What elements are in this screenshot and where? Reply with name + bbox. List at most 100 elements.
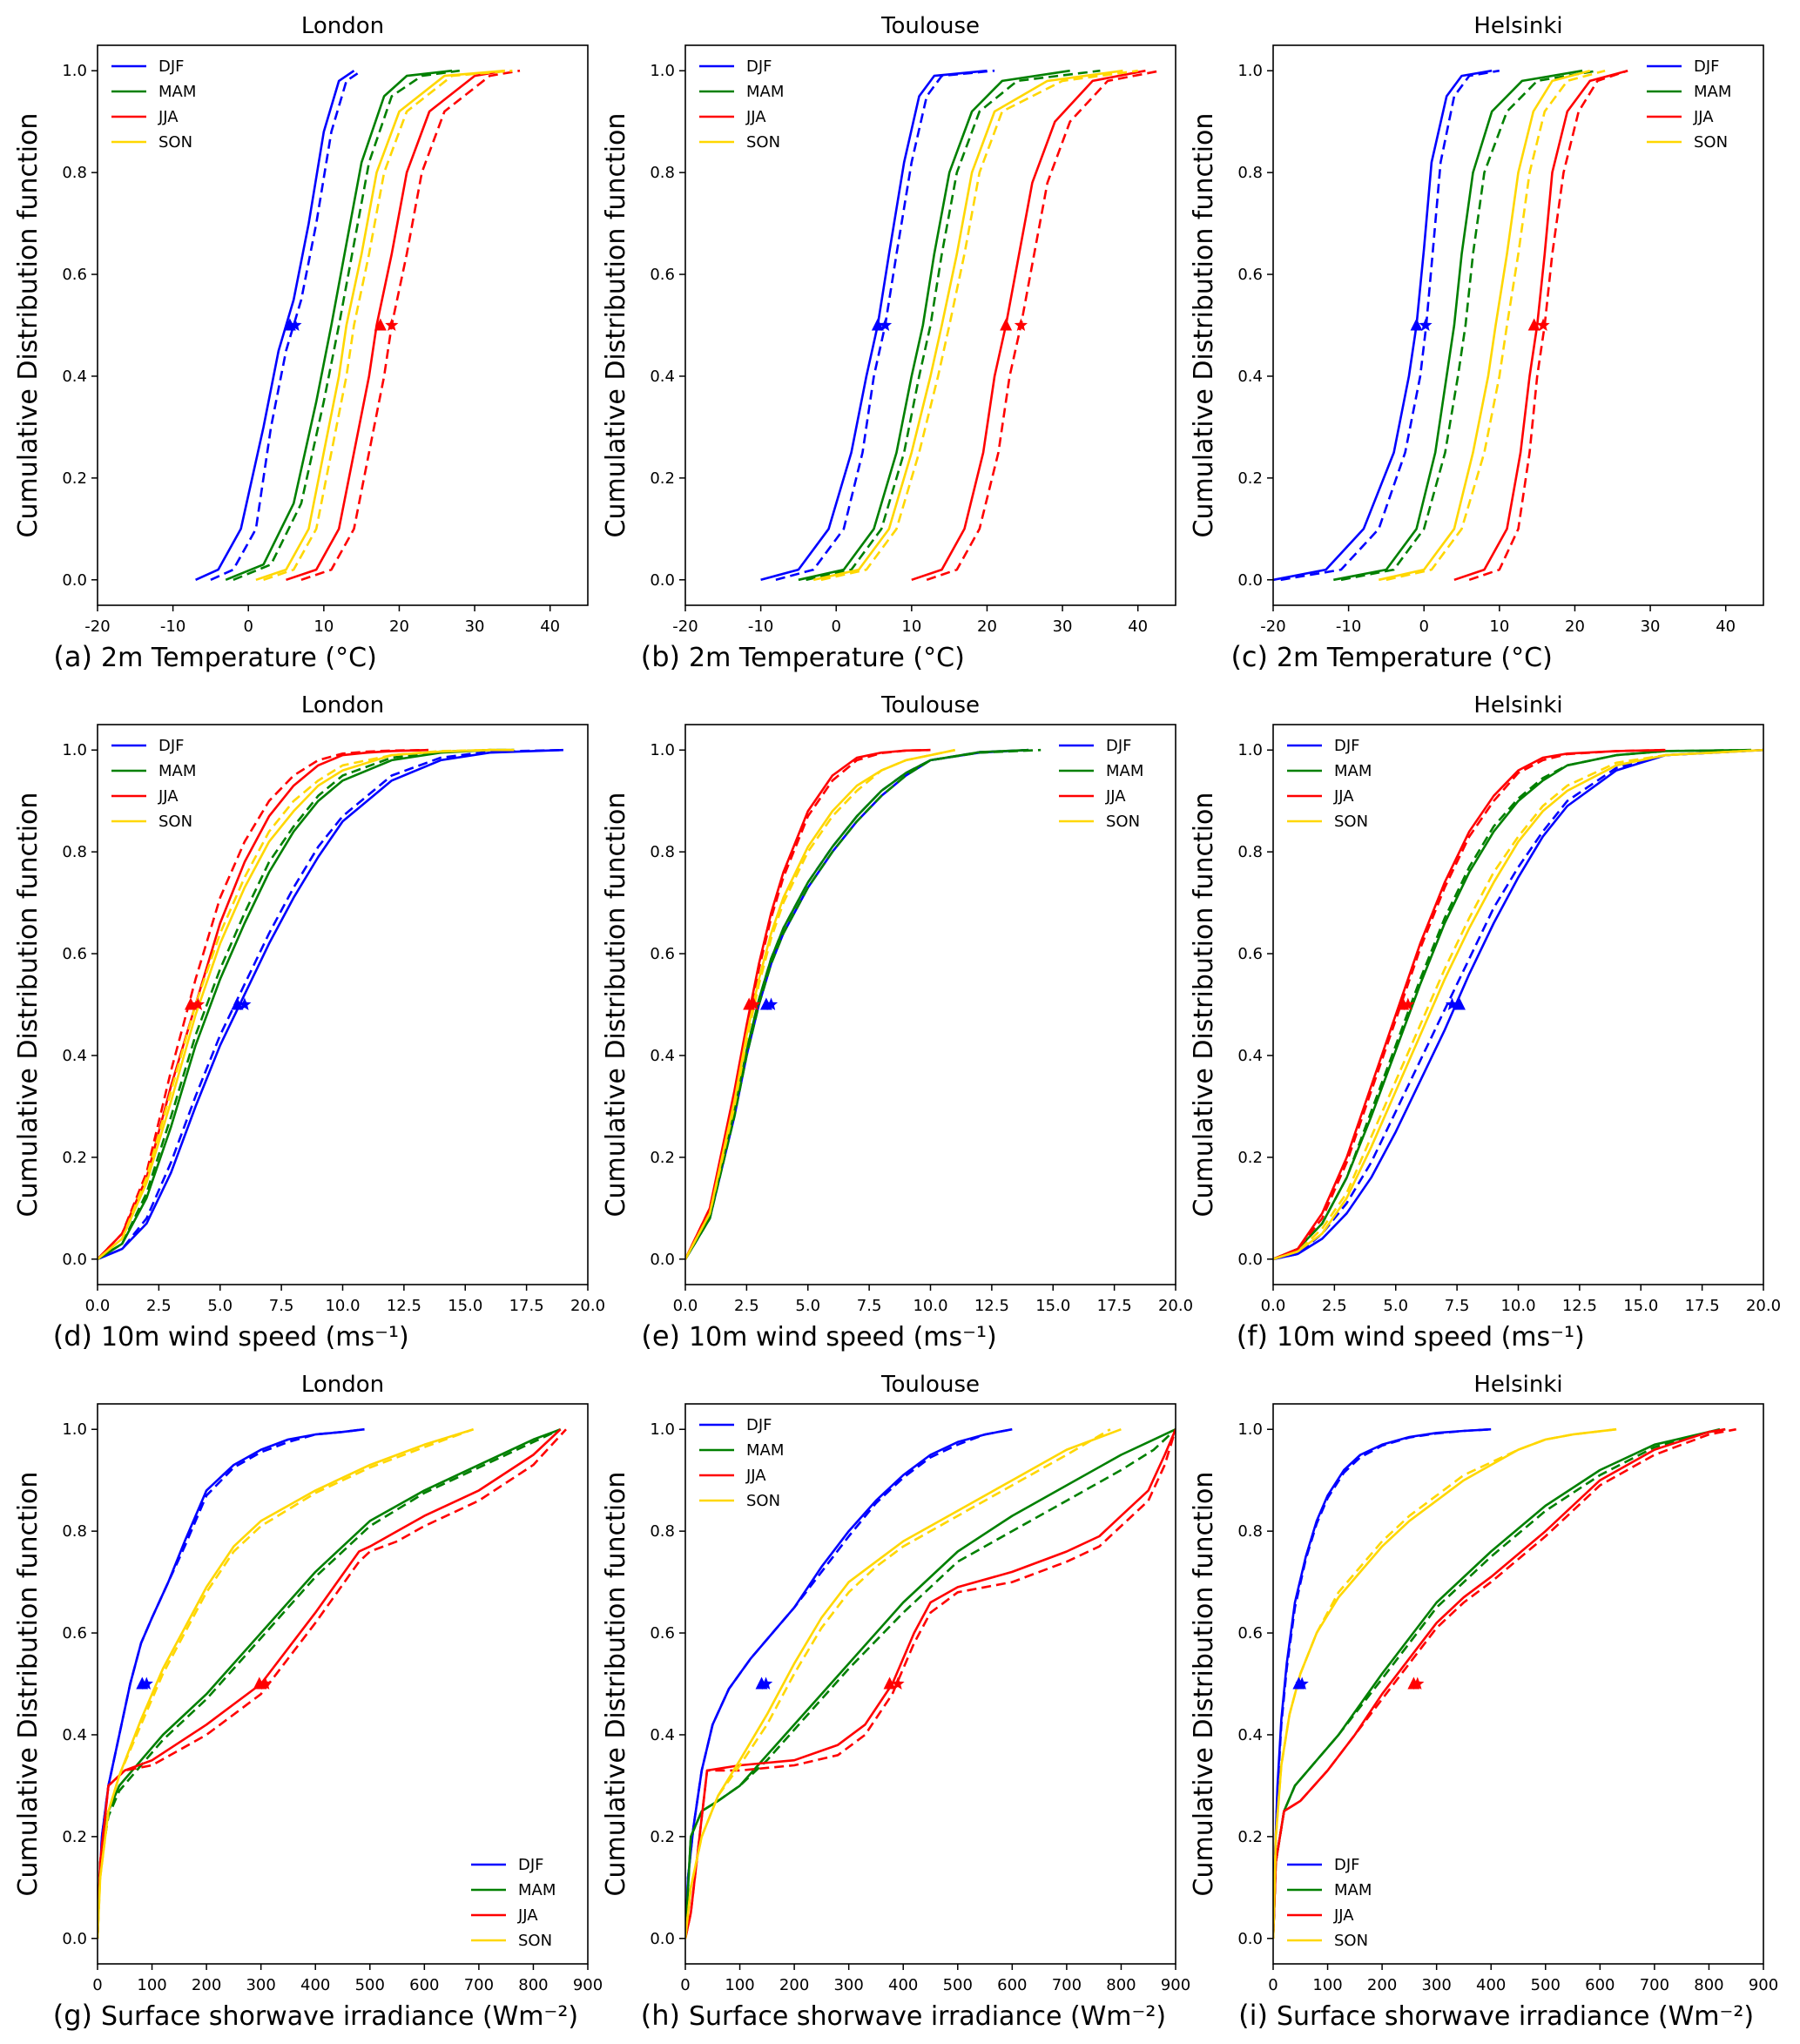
series-line-jja-dashed [1273,1427,1736,1939]
series-line-mam-dashed [685,1428,1176,1939]
x-tick-label: 7.5 [1445,1297,1470,1315]
series-line-jja-dashed [926,69,1161,582]
series-line-djf-solid [98,1427,365,1939]
panel-letter: (d) [53,1319,92,1353]
series-line-son-solid [255,69,505,582]
y-tick-label: 0.8 [62,843,87,861]
plot-frame [684,724,1176,1285]
x-tick-label: 100 [1312,1976,1342,1994]
x-tick-label: 30 [465,617,485,636]
series-line-son-dashed [98,748,515,1260]
panel-h: Toulouse 0.0 0.2 0.4 0.6 0.8 1.0 0 100 200 300 400 5… [601,1372,1190,2032]
series-line-jja-solid [98,748,429,1260]
y-tick-label: 0.2 [650,1149,675,1167]
y-tick-label: 0.8 [62,1522,87,1541]
legend-label: SON [746,133,780,152]
panel-g: London 0.0 0.2 0.4 0.6 0.8 1.0 0 100 200 300 400 500… [13,1372,603,2032]
y-axis-label: Cumulative Distribution function [601,793,631,1218]
series-line-djf-solid [685,1427,1013,1939]
panel-letter: (c) [1230,640,1268,673]
x-tick-label: 600 [997,1976,1027,1994]
y-axis-label: Cumulative Distribution function [13,1472,44,1897]
series-line-djf-solid [195,70,355,581]
x-tick-label: 10.0 [913,1297,947,1315]
y-tick-label: 0.4 [1237,1726,1263,1744]
x-tick-label: 400 [300,1976,330,1994]
legend-label: SON [1334,1932,1368,1950]
x-tick-label: 0 [244,617,253,636]
y-tick-label: 0.4 [62,368,87,386]
y-tick-label: 0.0 [650,571,675,590]
y-tick-label: 1.0 [62,1420,87,1439]
panel-b: Toulouse 0.0 0.2 0.4 0.6 0.8 1.0 -20 -10 0 10 20 30 4… [601,13,1176,673]
legend-label: JJA [745,1467,766,1485]
y-tick-label: 0.6 [650,1624,675,1643]
y-tick-label: 0.2 [62,1828,87,1846]
median-triangle-marker [374,318,387,331]
y-tick-label: 0.2 [1237,1149,1263,1167]
series-line-mam-solid [98,748,515,1260]
series-line-jja-solid [685,1428,1176,1939]
y-tick-label: 0.0 [1237,571,1263,590]
y-tick-label: 0.0 [62,571,87,590]
median-star-marker [259,1676,273,1690]
median-star-marker [764,997,779,1010]
x-tick-label: 2.5 [146,1297,172,1315]
series-line-mam-solid [685,748,1029,1260]
series-line-mam-solid [225,69,453,582]
x-tick-label: 900 [1161,1976,1190,1994]
y-tick-label: 0.6 [1237,945,1263,963]
x-tick-label: 200 [779,1976,809,1994]
y-tick-label: 1.0 [62,741,87,759]
y-tick-label: 0.8 [650,843,675,861]
plot-frame [684,1403,1176,1965]
panel-i: Helsinki 0.0 0.2 0.4 0.6 0.8 1.0 0 100 200 300 400 5… [1189,1372,1778,2032]
legend-label: JJA [1105,787,1126,806]
x-tick-label: 12.5 [387,1297,421,1315]
legend-label: SON [158,813,192,831]
y-tick-label: 0.2 [650,469,675,488]
series-line-mam-dashed [233,69,460,582]
y-tick-label: 1.0 [1237,1420,1263,1439]
x-tick-label: 700 [1052,1976,1082,1994]
series-line-son-dashed [820,69,1138,582]
x-axis-label: 10m wind speed (ms⁻¹) [689,1322,997,1353]
legend-label: JJA [517,1906,538,1925]
series-line-son-dashed [1273,1427,1617,1939]
x-tick-label: 400 [1476,1976,1506,1994]
series-line-jja-dashed [98,1428,567,1939]
x-tick-label: 500 [355,1976,385,1994]
x-tick-label: 0 [1268,1976,1278,1994]
plot-frame [1272,724,1764,1285]
y-axis-label: Cumulative Distribution function [1189,793,1219,1218]
y-tick-label: 1.0 [1237,741,1263,759]
chart-title: London [301,1372,384,1398]
series-line-djf-solid [1273,748,1763,1261]
median-triangle-marker [1000,318,1013,331]
x-tick-label: 15.0 [448,1297,482,1315]
series-group [1273,69,1628,582]
x-tick-label: 20.0 [1746,1297,1781,1315]
chart-title: Toulouse [880,13,980,39]
x-tick-label: 300 [833,1976,863,1994]
panel-f: Helsinki 0.0 0.2 0.4 0.6 0.8 1.0 0.0 2.5 5.0 7.5 10… [1189,692,1781,1353]
series-group [98,1427,567,1939]
series-line-mam-dashed [98,1428,562,1939]
panel-letter: (e) [641,1319,680,1353]
x-tick-label: 0.0 [85,1297,111,1315]
series-line-son-dashed [98,1427,475,1939]
x-tick-label: 0.0 [1261,1297,1286,1315]
x-tick-label: 17.5 [1685,1297,1720,1315]
series-line-mam-dashed [806,69,1101,582]
series-line-mam-dashed [685,748,1042,1260]
series-line-djf-dashed [685,748,1029,1260]
median-star-marker [759,1676,773,1690]
median-triangle-marker [1410,318,1423,331]
legend-label: DJF [746,57,772,76]
series-line-jja-dashed [98,748,429,1260]
legend-label: MAM [746,1441,784,1460]
y-tick-label: 1.0 [650,1420,675,1439]
x-tick-label: 10 [1489,617,1509,636]
x-tick-label: 30 [1641,617,1661,636]
x-tick-label: 200 [1367,1976,1397,1994]
